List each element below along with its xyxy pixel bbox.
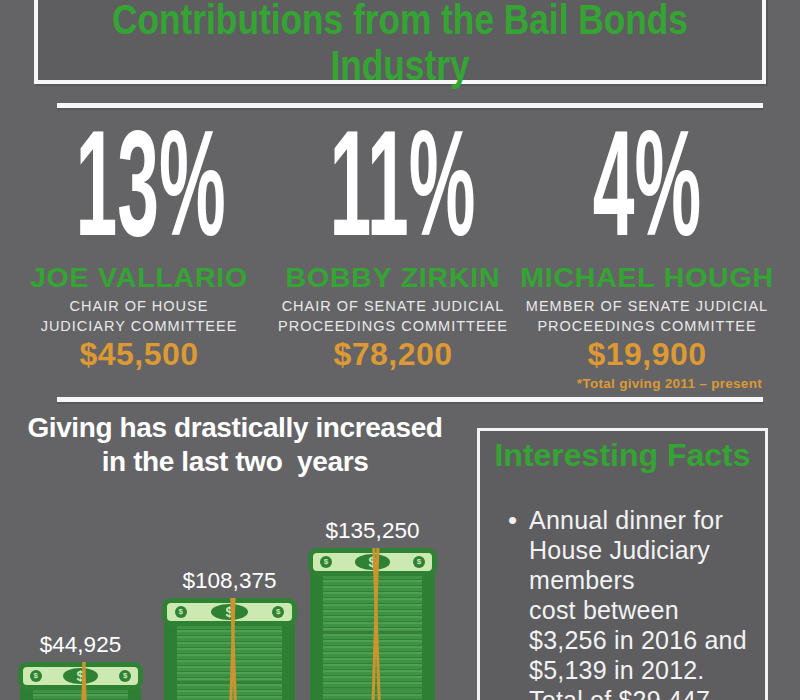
page-title: Contributions from the Bail Bonds Indust… [103, 0, 697, 88]
dollar-seal-icon: $ [320, 556, 332, 568]
money-stack-bar: $44,925 $ $ $ [18, 662, 143, 700]
politician-role-line2: JUDICIARY COMMITTEEE [41, 317, 238, 336]
divider-middle [57, 397, 763, 402]
contribution-amount: $45,500 [79, 339, 198, 369]
money-strap-icon [82, 662, 86, 700]
politician-role-line1: CHAIR OF SENATE JUDICIAL [282, 297, 505, 316]
money-bill-top: $ $ $ [18, 662, 143, 690]
bar-value-label: $44,925 [40, 632, 121, 658]
dollar-seal-icon: $ [119, 670, 131, 682]
politician-name: MICHAEL HOUGH [520, 264, 774, 290]
politician-name: BOBBY ZIRKIN [286, 264, 501, 290]
fact-text: Annual dinner for House Judiciary member… [529, 505, 747, 700]
contribution-amount: $78,200 [333, 339, 452, 369]
dollar-ellipse-icon: $ [63, 668, 98, 684]
fact-item: • Annual dinner for House Judiciary memb… [480, 505, 765, 700]
title-box: Contributions from the Bail Bonds Indust… [34, 0, 766, 84]
dollar-seal-icon: $ [175, 606, 187, 618]
footnote-total-giving: *Total giving 2011 – present [577, 376, 762, 391]
percent-value: 4% [584, 108, 711, 258]
facts-title: Interesting Facts [480, 439, 765, 471]
percent-value: 11% [330, 108, 457, 258]
infographic-canvas: Contributions from the Bail Bonds Indust… [0, 0, 800, 700]
politician-name: JOE VALLARIO [30, 264, 248, 290]
money-stack-bar: $108,375 $ $ $ [162, 598, 297, 700]
politician-role-line2: PROCEEDINGS COMMITTEE [537, 317, 756, 336]
dollar-seal-icon: $ [413, 556, 425, 568]
percent-value: 13% [76, 108, 203, 258]
politician-role-line1: MEMBER OF SENATE JUDICIAL [526, 297, 768, 316]
politician-role-line1: CHAIR OF HOUSE [70, 297, 209, 316]
interesting-facts-box: Interesting Facts • Annual dinner for Ho… [477, 428, 768, 700]
stat-michael-hough: 4% MICHAEL HOUGH MEMBER OF SENATE JUDICI… [520, 108, 774, 369]
bar-value-label: $135,250 [326, 518, 420, 544]
chart-heading: Giving has drastically increased in the … [10, 411, 460, 479]
bar-value-label: $108,375 [183, 568, 277, 594]
stat-joe-vallario: 13% JOE VALLARIO CHAIR OF HOUSE JUDICIAR… [12, 108, 266, 369]
dollar-seal-icon: $ [30, 670, 42, 682]
stat-bobby-zirkin: 11% BOBBY ZIRKIN CHAIR OF SENATE JUDICIA… [266, 108, 520, 369]
dollar-ellipse-icon: $ [211, 604, 249, 620]
contribution-amount: $19,900 [587, 339, 706, 369]
politician-role-line2: PROCEEDINGS COMMITTEEE [278, 317, 508, 336]
money-stack-bar: $135,250 $ $ $ [308, 548, 437, 700]
bullet-icon: • [508, 505, 517, 700]
dollar-seal-icon: $ [272, 606, 284, 618]
